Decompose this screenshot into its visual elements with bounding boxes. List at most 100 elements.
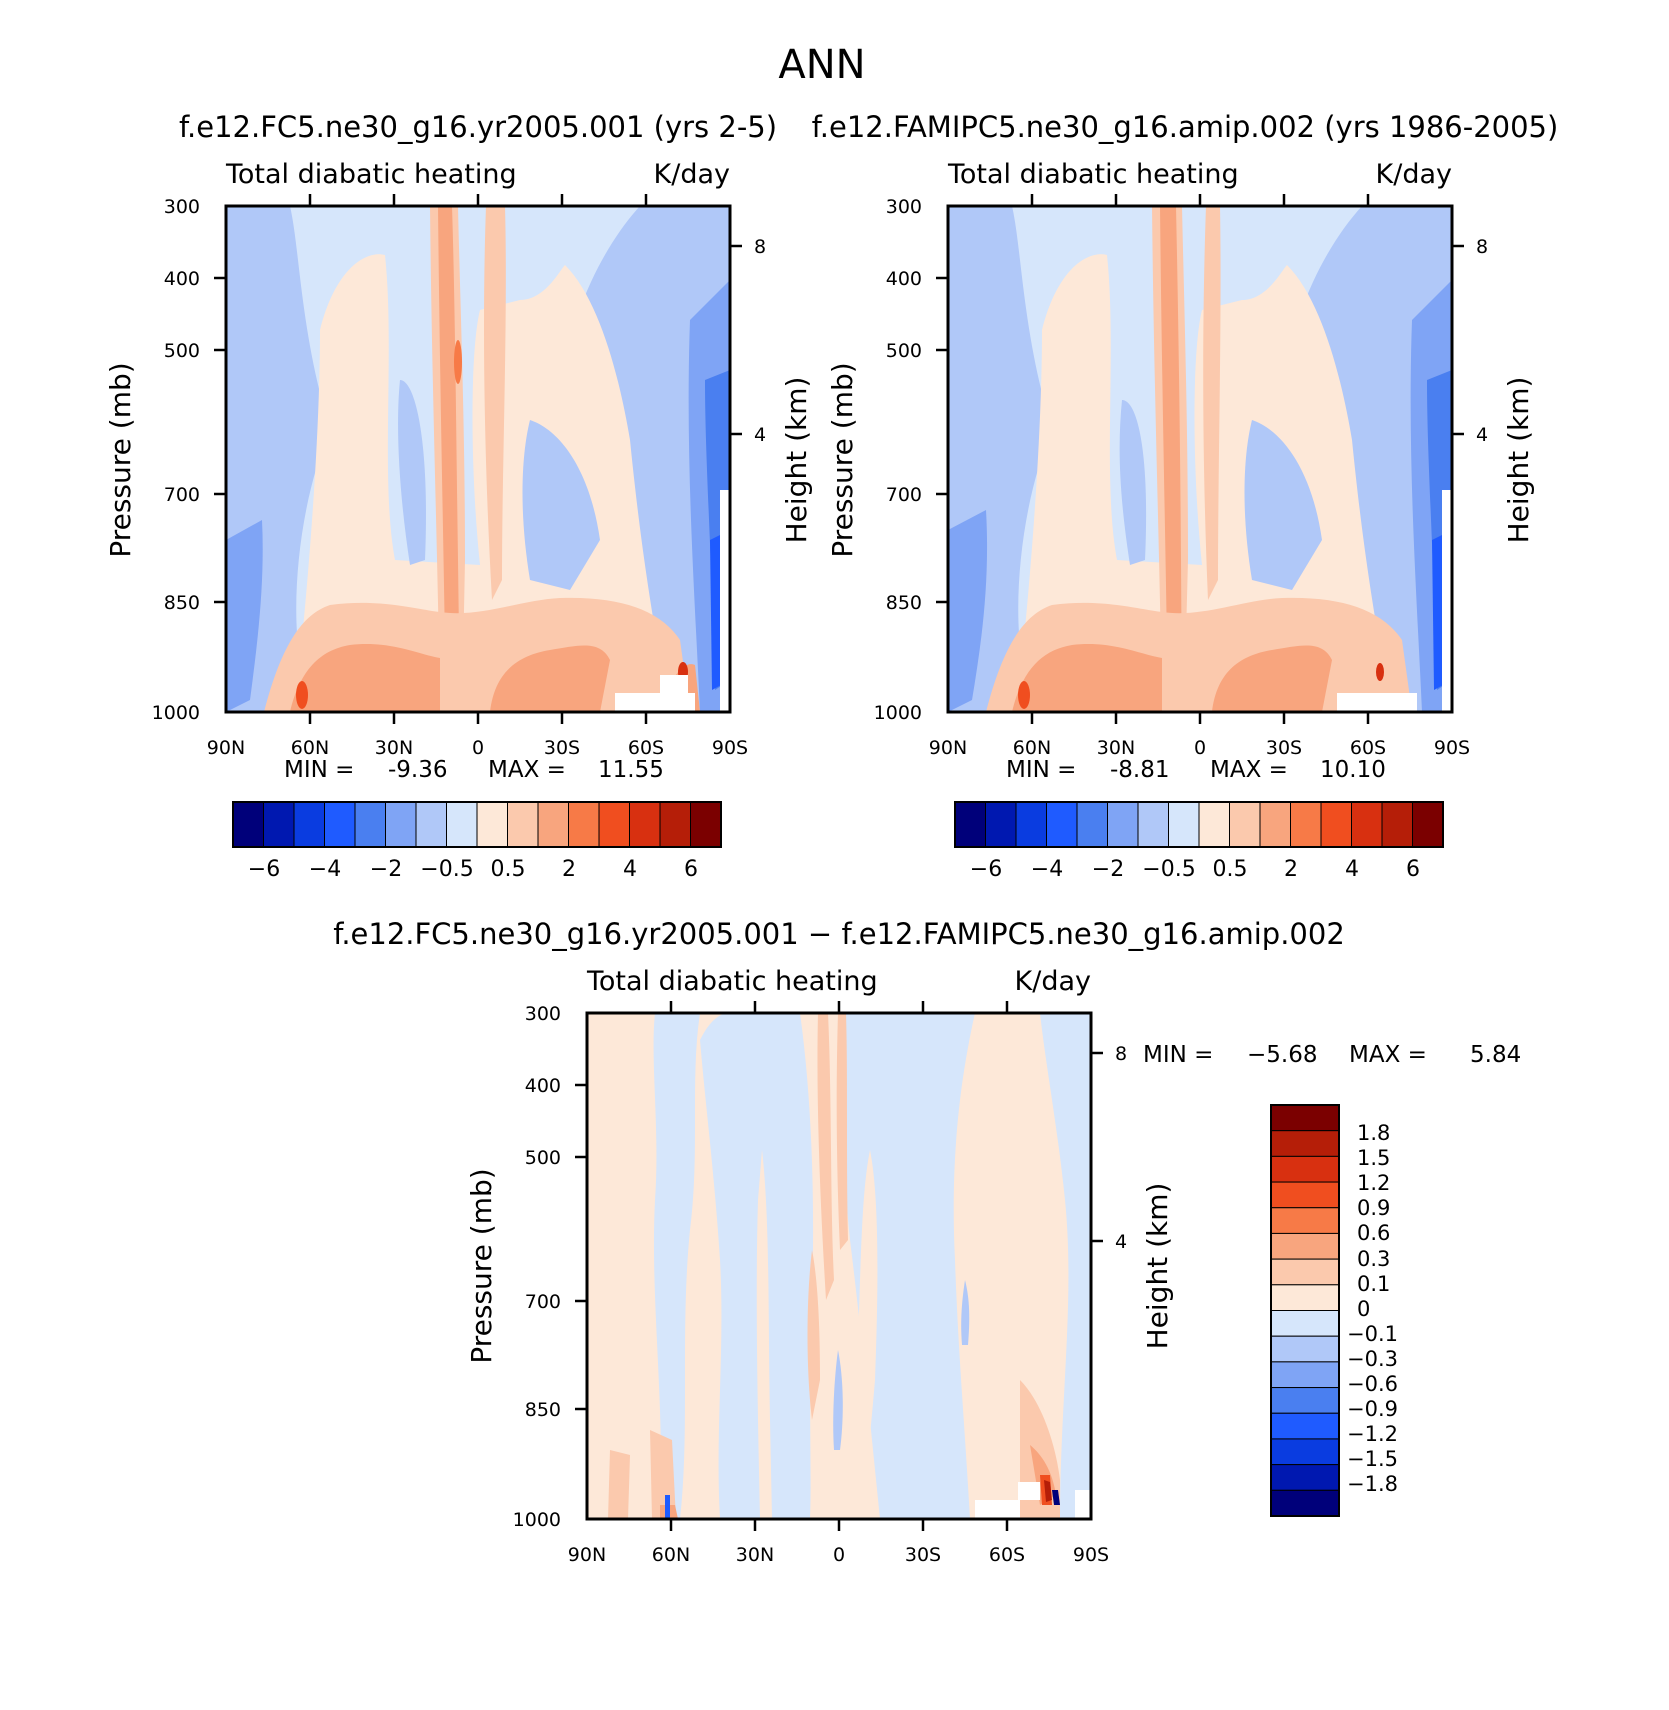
y2tick-label: 8 xyxy=(1476,236,1488,258)
panel-control-ticks xyxy=(936,194,1464,724)
colorbar-swatch xyxy=(1270,1335,1340,1363)
colorbar-swatch xyxy=(1270,1464,1340,1491)
colorbar-label: 1.5 xyxy=(1357,1146,1390,1170)
ytick-label: 1000 xyxy=(152,702,200,724)
min-value: -8.81 xyxy=(1110,757,1170,783)
figure-title: ANN xyxy=(778,42,865,88)
colorbar-swatch xyxy=(324,801,356,848)
xtick-label: 60S xyxy=(989,1544,1025,1566)
xtick-label: 90N xyxy=(929,737,967,759)
max-value: 10.10 xyxy=(1320,757,1386,783)
max-label: MAX = xyxy=(1210,757,1288,783)
colorbar-label: 0 xyxy=(1357,1297,1370,1321)
colorbar-label: 1.8 xyxy=(1357,1121,1390,1145)
colorbar-swatch xyxy=(415,801,447,848)
xtick-label: 60N xyxy=(652,1544,690,1566)
colorbar-label: −6 xyxy=(970,857,1002,882)
y2tick-label: 8 xyxy=(1115,1043,1127,1065)
panel-test-units: K/day xyxy=(654,159,730,190)
xtick-label: 90S xyxy=(712,737,748,759)
panel-control-colorbar xyxy=(954,801,1444,848)
colorbar-label: −0.5 xyxy=(1142,857,1195,882)
colorbar-swatch xyxy=(1046,801,1078,848)
panel-difference-colorbar xyxy=(1270,1104,1340,1517)
colorbar-label: 4 xyxy=(623,857,637,882)
colorbar-swatch xyxy=(1381,801,1413,848)
colorbar-swatch xyxy=(954,801,986,848)
colorbar-swatch xyxy=(1270,1155,1340,1183)
colorbar-swatch xyxy=(446,801,478,848)
panel-control-xticklabels: 90N 60N 30N 0 30S 60S 90S xyxy=(929,737,1470,759)
colorbar-label: 2 xyxy=(1284,857,1298,882)
ytick-label: 400 xyxy=(164,268,200,290)
colorbar-label: −2 xyxy=(1092,857,1124,882)
panel-difference-ticks xyxy=(575,1001,1103,1531)
ytick-label: 1000 xyxy=(513,1509,561,1531)
colorbar-label: −0.6 xyxy=(1347,1372,1398,1396)
max-value: 5.84 xyxy=(1470,1042,1521,1068)
colorbar-swatch xyxy=(1270,1181,1340,1209)
min-value: -9.36 xyxy=(388,757,448,783)
colorbar-label: −0.5 xyxy=(420,857,473,882)
panel-test-xticklabels: 90N 60N 30N 0 30S 60S 90S xyxy=(207,737,748,759)
panel-difference-contour-field xyxy=(587,1013,1091,1519)
min-label: MIN = xyxy=(1006,757,1076,783)
max-label: MAX = xyxy=(488,757,566,783)
panel-difference-variable: Total diabatic heating xyxy=(586,966,878,997)
panel-test-colorbar-labels: −6 −4 −2 −0.5 0.5 2 4 6 xyxy=(248,857,698,882)
panel-test-y2label: Height (km) xyxy=(780,377,813,544)
colorbar-swatch xyxy=(1270,1232,1340,1260)
colorbar-label: 0.5 xyxy=(1213,857,1248,882)
colorbar-label: −4 xyxy=(1031,857,1063,882)
xtick-label: 30N xyxy=(375,737,413,759)
ytick-label: 700 xyxy=(525,1291,561,1313)
xtick-label: 90S xyxy=(1434,737,1470,759)
max-value: 11.55 xyxy=(598,757,664,783)
panel-difference-stats: MIN = −5.68 MAX = 5.84 xyxy=(1143,1042,1521,1068)
colorbar-swatch xyxy=(1270,1104,1340,1132)
colorbar-swatch xyxy=(385,801,417,848)
colorbar-label: 4 xyxy=(1345,857,1359,882)
xtick-label: 30S xyxy=(905,1544,941,1566)
colorbar-swatch xyxy=(293,801,325,848)
colorbar-swatch xyxy=(507,801,539,848)
colorbar-swatch xyxy=(476,801,508,848)
panel-test-colorbar xyxy=(232,801,722,848)
colorbar-label: −0.9 xyxy=(1347,1397,1398,1421)
ytick-label: 700 xyxy=(164,484,200,506)
colorbar-swatch xyxy=(1270,1310,1340,1337)
xtick-label: 30N xyxy=(1097,737,1135,759)
colorbar-label: −0.3 xyxy=(1347,1347,1398,1371)
colorbar-frame xyxy=(954,801,1444,848)
colorbar-frame xyxy=(1270,1104,1340,1517)
panel-difference-ylabel: Pressure (mb) xyxy=(465,1168,498,1363)
colorbar-label: −6 xyxy=(248,857,280,882)
colorbar-label: 0.5 xyxy=(491,857,526,882)
colorbar-frame xyxy=(232,801,722,848)
colorbar-swatch xyxy=(1076,801,1108,848)
ytick-label: 1000 xyxy=(874,702,922,724)
colorbar-label: 6 xyxy=(1406,857,1420,882)
colorbar-label: 0.9 xyxy=(1357,1196,1390,1220)
colorbar-label: 0.6 xyxy=(1357,1221,1390,1245)
colorbar-swatch xyxy=(690,801,722,848)
colorbar-swatch xyxy=(1270,1387,1340,1414)
xtick-label: 30N xyxy=(736,1544,774,1566)
colorbar-swatch xyxy=(1270,1130,1340,1157)
colorbar-label: −1.8 xyxy=(1347,1472,1398,1496)
y2tick-label: 4 xyxy=(1476,424,1488,446)
colorbar-swatch xyxy=(598,801,630,848)
panel-control-variable: Total diabatic heating xyxy=(947,159,1239,190)
panel-difference: f.e12.FC5.ne30_g16.yr2005.001 − f.e12.FA… xyxy=(333,917,1521,1566)
colorbar-swatch xyxy=(1270,1438,1340,1466)
panel-test: f.e12.FC5.ne30_g16.yr2005.001 (yrs 2-5) … xyxy=(104,110,813,882)
min-label: MIN = xyxy=(284,757,354,783)
colorbar-label: 6 xyxy=(684,857,698,882)
xtick-label: 90N xyxy=(568,1544,606,1566)
xtick-label: 0 xyxy=(472,737,484,759)
panel-test-contour-field xyxy=(226,206,730,712)
panel-control-contour-field xyxy=(948,206,1452,712)
colorbar-swatch xyxy=(1015,801,1047,848)
ytick-label: 850 xyxy=(886,592,922,614)
